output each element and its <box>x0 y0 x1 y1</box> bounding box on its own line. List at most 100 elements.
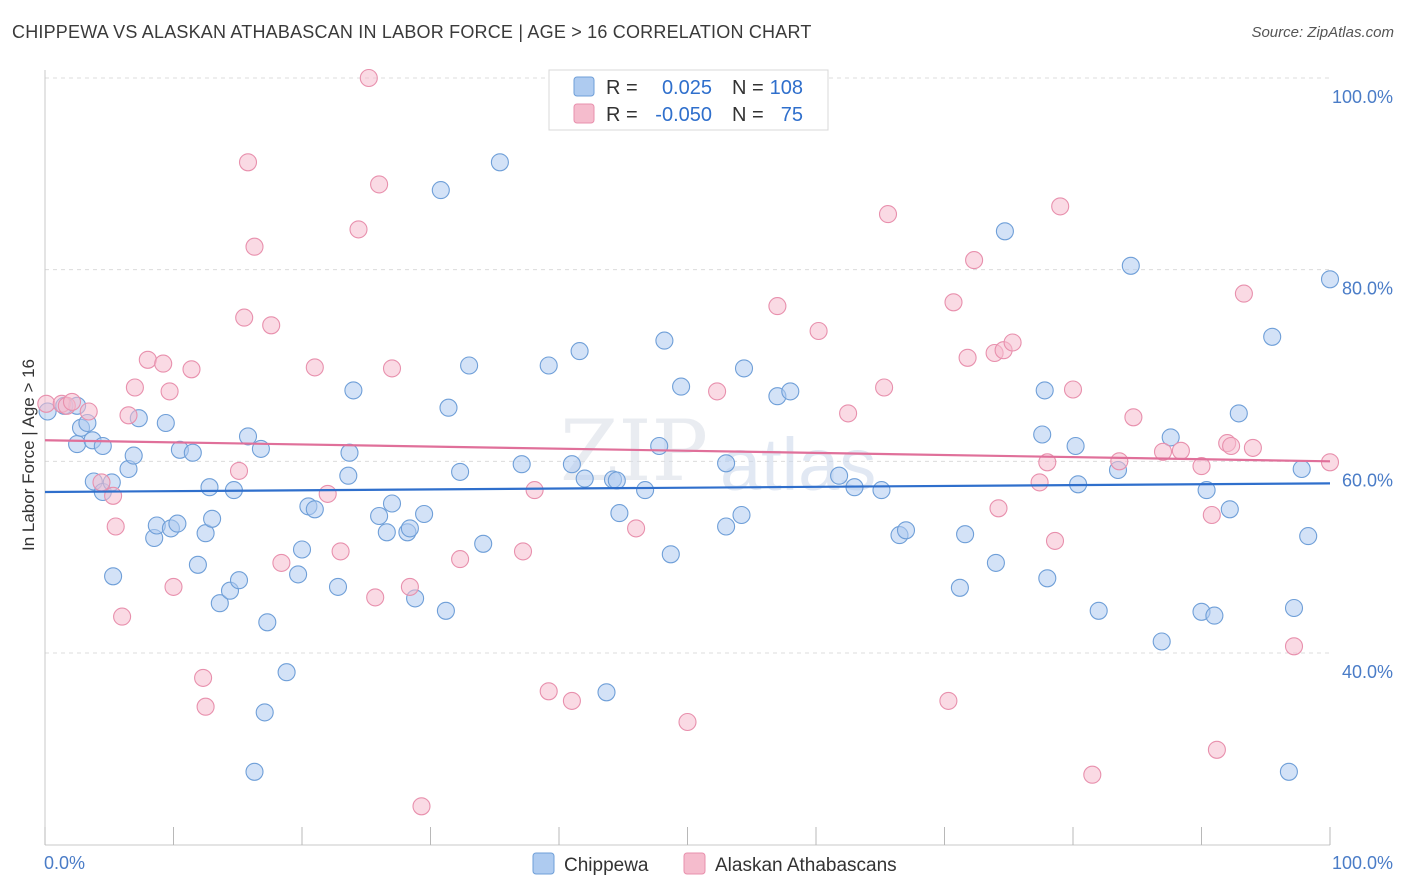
athabascan-point-43 <box>809 321 828 341</box>
athabascan-point-62 <box>1124 408 1143 427</box>
chippewa-point-30 <box>238 427 258 446</box>
athabascan-point-45 <box>875 378 894 397</box>
athabascan-point-35 <box>513 542 533 561</box>
chippewa-point-68 <box>650 436 669 456</box>
chippewa-point-84 <box>956 525 975 544</box>
bottom-legend-athabascan: Alaskan Athabascans <box>715 855 897 876</box>
athabascan-point-20 <box>238 153 258 172</box>
athabascan-point-29 <box>366 588 385 607</box>
athabascan-point-39 <box>627 519 646 538</box>
y-tick-label-100: 100.0% <box>1332 87 1393 107</box>
chippewa-point-24 <box>200 478 219 497</box>
athabascan-point-71 <box>1243 438 1262 457</box>
athabascan-point-30 <box>370 175 389 194</box>
athabascan-point-70 <box>1234 284 1253 303</box>
chippewa-trend-line <box>44 482 1331 494</box>
bottom-legend-chippewa: Chippewa <box>564 855 649 876</box>
athabascan-point-3 <box>62 392 82 411</box>
chippewa-point-94 <box>1121 256 1140 275</box>
chippewa-point-95 <box>1152 632 1171 651</box>
athabascan-point-56 <box>1038 453 1057 472</box>
chippewa-point-75 <box>734 359 754 378</box>
athabascan-point-36 <box>525 481 544 500</box>
chippewa-point-58 <box>512 455 531 474</box>
chippewa-point-85 <box>986 553 1005 572</box>
chippewa-point-33 <box>255 703 274 722</box>
chippewa-point-89 <box>1038 569 1057 588</box>
athabascan-point-21 <box>245 237 264 256</box>
source-label: Source: ZipAtlas.com <box>1251 24 1394 41</box>
chippewa-point-92 <box>1089 601 1108 620</box>
chippewa-point-80 <box>872 481 891 500</box>
top-legend-box <box>548 69 829 131</box>
athabascan-point-41 <box>708 382 727 401</box>
legend-chippewa-r-value: 0.025 <box>662 77 712 99</box>
y-axis-label: In Labor Force | Age > 16 <box>19 359 38 551</box>
athabascan-point-13 <box>160 382 179 401</box>
athabascan-point-23 <box>272 553 291 572</box>
chippewa-point-19 <box>168 514 187 533</box>
chippewa-point-77 <box>781 382 800 401</box>
athabascan-point-40 <box>678 712 697 732</box>
chippewa-point-86 <box>995 222 1014 241</box>
chippewa-point-88 <box>1035 381 1054 400</box>
chippewa-point-35 <box>277 663 296 682</box>
chippewa-point-39 <box>305 500 324 519</box>
chippewa-point-106 <box>1299 527 1318 546</box>
chippewa-point-50 <box>415 504 434 524</box>
athabascan-point-63 <box>1153 442 1173 461</box>
chippewa-point-51 <box>431 181 450 200</box>
chippewa-point-55 <box>460 356 479 375</box>
athabascan-point-60 <box>1083 765 1102 784</box>
athabascan-point-44 <box>839 404 858 423</box>
legend-swatch-athabascan <box>573 103 595 124</box>
chippewa-point-70 <box>661 545 680 564</box>
chippewa-point-72 <box>717 454 736 473</box>
x-tick-label-100: 100.0% <box>1332 853 1393 873</box>
chippewa-point-56 <box>474 534 493 553</box>
chippewa-point-69 <box>655 331 674 350</box>
athabascan-point-9 <box>119 406 138 425</box>
legend-chippewa-r-label: R = <box>606 77 638 99</box>
bottom-legend: Chippewa Alaskan Athabascans <box>532 852 897 876</box>
chippewa-point-48 <box>400 519 419 538</box>
chippewa-point-107 <box>1320 270 1340 289</box>
athabascan-point-0 <box>37 394 56 413</box>
athabascan-point-18 <box>229 461 249 480</box>
athabascan-point-7 <box>106 517 125 536</box>
chippewa-point-90 <box>1066 436 1085 456</box>
athabascan-point-12 <box>154 354 173 373</box>
athabascan-point-65 <box>1192 457 1211 476</box>
y-tick-label-80: 80.0% <box>1342 279 1393 299</box>
athabascan-point-16 <box>194 668 213 687</box>
chippewa-point-66 <box>610 504 629 523</box>
tick-labels: 40.0% 60.0% 80.0% 100.0% 0.0% 100.0% <box>44 87 1393 873</box>
athabascan-point-5 <box>92 473 111 492</box>
legend-athabascan-n-value: 75 <box>781 104 803 126</box>
athabascan-point-66 <box>1202 505 1221 525</box>
chart-title: CHIPPEWA VS ALASKAN ATHABASCAN IN LABOR … <box>12 22 812 42</box>
x-tick-label-0: 0.0% <box>44 853 85 873</box>
athabascan-point-11 <box>138 350 157 369</box>
athabascan-point-17 <box>196 697 215 716</box>
athabascan-point-22 <box>262 316 281 335</box>
chippewa-point-100 <box>1220 500 1239 519</box>
chippewa-point-46 <box>382 494 402 513</box>
chippewa-point-83 <box>950 578 969 597</box>
athabascan-point-72 <box>1284 637 1304 656</box>
chippewa-point-21 <box>183 443 202 462</box>
athabascan-point-34 <box>451 550 470 569</box>
chippewa-point-103 <box>1279 762 1298 781</box>
bottom-legend-swatch-athabascan <box>683 852 706 875</box>
athabascan-point-31 <box>382 359 402 378</box>
chippewa-point-102 <box>1263 327 1282 346</box>
chippewa-point-29 <box>229 571 249 590</box>
chippewa-point-43 <box>344 381 363 400</box>
chippewa-point-41 <box>339 466 358 485</box>
athabascan-point-64 <box>1171 441 1190 460</box>
athabascan-point-6 <box>104 486 123 505</box>
legend-chippewa-n-value: 108 <box>770 77 803 99</box>
athabascan-point-27 <box>349 220 368 239</box>
athabascan-point-67 <box>1207 740 1226 759</box>
athabascan-point-58 <box>1051 197 1070 216</box>
